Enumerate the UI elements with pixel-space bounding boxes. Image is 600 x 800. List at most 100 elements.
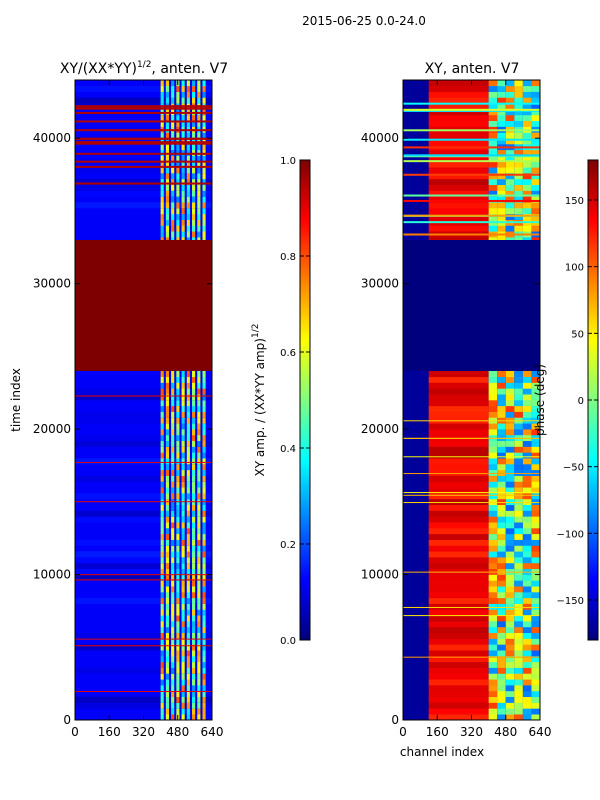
right-heatmap-cell: [428, 487, 489, 494]
left-heatmap-cell: [192, 167, 196, 174]
right-heatmap-cell: [428, 388, 489, 395]
right-heatmap-cell: [497, 714, 506, 721]
left-heatmap-cell: [181, 411, 185, 418]
right-heatmap-cell: [497, 626, 506, 634]
right-heatmap-cell: [505, 190, 515, 197]
left-heatmap-cell: [176, 702, 180, 709]
left-heatmap-cell: [186, 626, 190, 634]
left-heatmap-cell: [192, 219, 196, 226]
left-heatmap-cell: [186, 481, 190, 488]
left-heatmap-cell: [192, 458, 196, 465]
right-heatmap-cell: [505, 155, 515, 162]
right-heatmap-cell: [428, 714, 489, 721]
right-heatmap-cell: [531, 702, 540, 709]
left-heatmap-cell: [202, 440, 206, 447]
left-heatmap-row: [75, 440, 212, 447]
right-heatmap-cell: [522, 696, 532, 703]
left-heatmap-cell: [202, 539, 206, 546]
left-heatmap-cell: [160, 231, 164, 238]
y-tick-label: 30000: [33, 277, 71, 291]
right-heatmap-cell: [505, 149, 515, 156]
left-heatmap-cell: [192, 592, 196, 599]
right-heatmap-cell: [488, 522, 498, 529]
left-heatmap-cell: [160, 562, 164, 570]
left-heatmap-cell: [186, 208, 190, 215]
right-heatmap-cell: [522, 539, 532, 546]
left-heatmap-cell: [192, 144, 196, 151]
left-heatmap-cell: [171, 155, 175, 162]
y-tick-label: 40000: [361, 131, 399, 145]
left-heatmap-cell: [202, 423, 206, 430]
right-heatmap-cell: [505, 586, 515, 593]
left-heatmap-cell: [165, 615, 169, 622]
left-heatmap-cell: [171, 533, 175, 540]
right-heatmap-cell: [505, 673, 515, 680]
right-heatmap-cell: [428, 91, 489, 98]
right-heatmap-cell: [428, 184, 489, 191]
left-heatmap-cell: [176, 144, 180, 151]
right-heatmap-cell: [497, 132, 506, 139]
right-heatmap-streak: [403, 138, 540, 141]
left-heatmap-cell: [160, 423, 164, 430]
right-heatmap-cell: [488, 574, 498, 581]
right-heatmap-cell: [522, 714, 532, 721]
left-heatmap-cell: [165, 644, 169, 651]
right-heatmap-cell: [488, 586, 498, 593]
left-heatmap-cell: [202, 708, 206, 715]
right-heatmap-cell: [497, 533, 506, 540]
right-heatmap-cell: [514, 411, 523, 418]
right-heatmap-cell: [514, 97, 523, 104]
right-heatmap-cell: [428, 708, 489, 715]
left-heatmap-cell: [160, 528, 164, 535]
left-heatmap-cell: [160, 405, 164, 412]
right-heatmap-cell: [522, 202, 532, 209]
left-heatmap-cell: [202, 91, 206, 98]
right-heatmap-cell: [505, 714, 515, 721]
x-tick-label: 160: [98, 725, 121, 739]
right-heatmap-cell: [522, 574, 532, 581]
left-heatmap-cell: [181, 400, 185, 407]
right-heatmap-cell: [514, 702, 523, 709]
left-heatmap-cell: [160, 644, 164, 651]
right-heatmap-cell: [428, 667, 489, 674]
right-heatmap-cell: [505, 458, 515, 465]
left-heatmap-cell: [160, 458, 164, 465]
right-heatmap-cell: [522, 557, 532, 564]
right-heatmap-cell: [514, 132, 523, 139]
left-heatmap-cell: [160, 464, 164, 471]
left-colorbar-gradient: [300, 160, 310, 640]
left-title-sup: 1/2: [137, 60, 151, 70]
left-heatmap-cell: [186, 504, 190, 511]
left-heatmap-cell: [197, 411, 201, 418]
right-heatmap-cell: [522, 429, 532, 436]
right-heatmap-cell: [428, 493, 489, 500]
right-heatmap-cell: [522, 650, 532, 657]
left-heatmap-cell: [176, 440, 180, 447]
right-heatmap-cell: [522, 155, 532, 162]
left-heatmap-cell: [186, 184, 190, 191]
right-heatmap-cell: [497, 155, 506, 162]
left-heatmap-cell: [176, 411, 180, 418]
right-heatmap-cell: [514, 440, 523, 447]
right-heatmap-cell: [531, 388, 540, 395]
right-heatmap-streak: [403, 146, 540, 149]
colorbar-tick-label: 1.0: [280, 156, 296, 167]
right-heatmap-cell: [428, 178, 489, 186]
left-heatmap-cell: [186, 656, 190, 663]
left-heatmap-cell: [160, 661, 164, 668]
right-heatmap-cell: [514, 650, 523, 657]
left-heatmap-cell: [186, 696, 190, 703]
right-heatmap-cell: [488, 400, 498, 407]
left-heatmap-cell: [197, 609, 201, 616]
left-heatmap-cell: [160, 184, 164, 191]
right-heatmap-cell: [531, 85, 540, 92]
right-heatmap-cell: [531, 196, 540, 203]
left-heatmap-cell: [186, 545, 190, 552]
right-heatmap-cell: [488, 650, 498, 657]
left-heatmap-cell: [171, 690, 175, 698]
left-heatmap-cell: [202, 469, 206, 476]
left-heatmap-cell: [202, 417, 206, 424]
left-heatmap-cell: [171, 574, 175, 581]
left-heatmap-cell: [165, 481, 169, 488]
right-heatmap-cell: [428, 626, 489, 634]
